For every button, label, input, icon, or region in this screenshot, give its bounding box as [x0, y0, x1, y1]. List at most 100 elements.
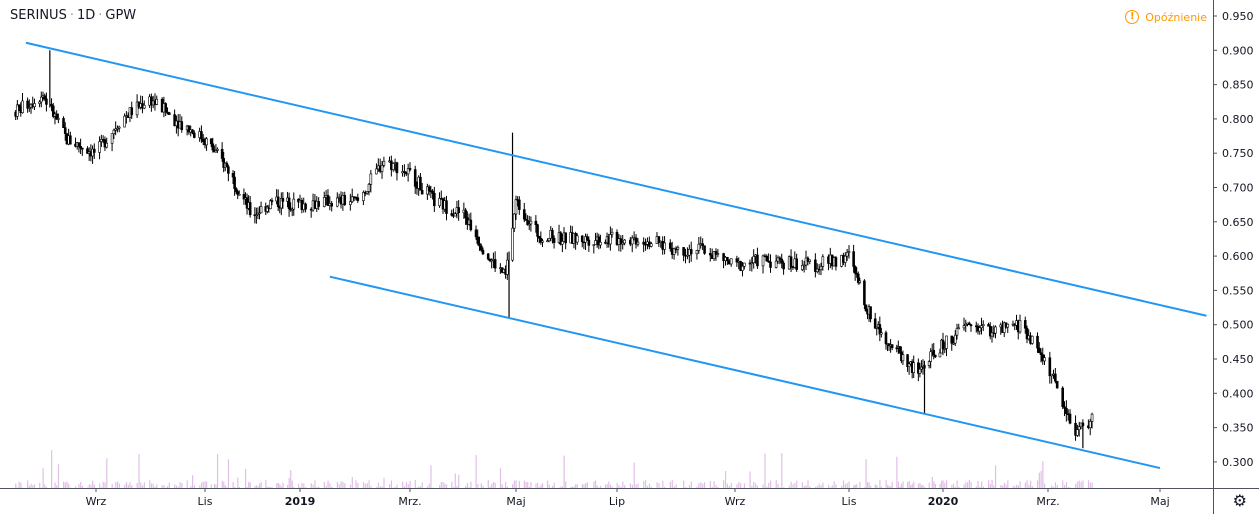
candle-body [233, 176, 236, 189]
symbol-label: SERINUS [10, 8, 67, 23]
volume-bar [1012, 485, 1014, 488]
interval-label[interactable]: 1D [76, 8, 96, 23]
candle-body [1037, 347, 1041, 354]
candle-body [265, 206, 269, 212]
volume-bar [416, 487, 418, 488]
candle-body [780, 258, 784, 264]
time-tick-label: Lis [198, 495, 213, 508]
volume-bar [56, 485, 58, 488]
candle-body [142, 104, 146, 109]
candle-body [375, 168, 378, 175]
price-tick-label: 0.900 [1222, 44, 1254, 57]
upper-channel-trendline[interactable] [25, 41, 1207, 317]
candle-body [322, 197, 326, 207]
volume-bar [226, 487, 228, 488]
volume-bar [154, 486, 156, 488]
volume-bar [265, 480, 267, 488]
volume-bar [513, 480, 515, 488]
candle-body [1048, 357, 1052, 377]
candle-body [258, 212, 261, 215]
volume-bar [181, 483, 183, 488]
candle-body [481, 249, 485, 255]
candle-body [511, 227, 514, 261]
volume-bar [910, 484, 912, 488]
exchange-label: GPW [105, 8, 137, 23]
volume-bar [1042, 461, 1044, 488]
candle-body [450, 213, 454, 216]
volume-bar [1076, 481, 1079, 488]
volume-bar [809, 486, 811, 488]
volume-bar [842, 480, 845, 488]
volume-bar [618, 485, 620, 488]
volume-bar [931, 476, 933, 488]
candle-body [712, 251, 716, 259]
candle-body [343, 195, 347, 205]
volume-bar [637, 483, 639, 488]
volume-bar [238, 487, 240, 488]
candle-body [701, 243, 704, 247]
lower-channel-trendline[interactable] [329, 275, 1161, 470]
candle-body [551, 230, 554, 239]
volume-bar [312, 484, 314, 488]
candle-body [714, 251, 718, 255]
volume-bar [1091, 482, 1093, 488]
volume-bar [78, 484, 80, 488]
candle-body [863, 280, 866, 306]
candle-body [559, 232, 563, 245]
volume-bar [1069, 487, 1071, 488]
volume-bar [28, 485, 31, 488]
volume-bar [100, 487, 103, 488]
volume-bar [859, 481, 861, 488]
candle-body [689, 249, 693, 255]
candle-body [778, 257, 782, 260]
volume-bar [418, 486, 420, 488]
volume-bar [709, 481, 711, 488]
candle-body [225, 162, 229, 167]
candle-body [406, 168, 410, 175]
candle-body [1039, 352, 1043, 355]
candle-body [1025, 327, 1029, 340]
candle-body [741, 265, 744, 271]
volume-bar [553, 482, 555, 488]
volume-bar [468, 487, 470, 488]
volume-bar [560, 486, 562, 488]
volume-bar [803, 486, 805, 488]
delay-badge[interactable]: ! Opóźnienie [1125, 10, 1207, 24]
candle-body [1002, 322, 1006, 333]
volume-bar [888, 485, 890, 488]
candle-body [536, 224, 539, 237]
volume-bar [1051, 485, 1053, 488]
volume-bar [822, 482, 824, 488]
candle-body [864, 304, 868, 312]
volume-bar [39, 482, 41, 488]
volume-bar [616, 483, 618, 488]
volume-bar [570, 487, 572, 488]
volume-bar [102, 481, 104, 488]
volume-bar [266, 486, 268, 488]
candle-body [932, 349, 936, 356]
candle-body [767, 260, 770, 263]
candle-body [280, 197, 283, 209]
candle-body [17, 104, 21, 108]
candle-body [869, 306, 872, 320]
volume-bar [297, 483, 300, 488]
candle-body [819, 266, 823, 270]
candle-body [821, 256, 825, 267]
candle-body [955, 328, 959, 336]
volume-bar [118, 483, 120, 488]
candle-body [512, 213, 516, 229]
candle-body [81, 147, 84, 150]
volume-bar [768, 482, 770, 488]
candle-body [708, 253, 712, 256]
volume-bar [870, 485, 872, 488]
volume-bar [454, 473, 456, 488]
volume-bar [480, 483, 482, 488]
volume-bar [381, 486, 383, 488]
candle-body [317, 201, 320, 207]
candle-body [929, 351, 932, 362]
volume-bar [576, 484, 578, 488]
volume-bar [723, 480, 725, 488]
volume-bar [1038, 472, 1040, 488]
gear-icon[interactable]: ⚙ [1232, 491, 1247, 510]
